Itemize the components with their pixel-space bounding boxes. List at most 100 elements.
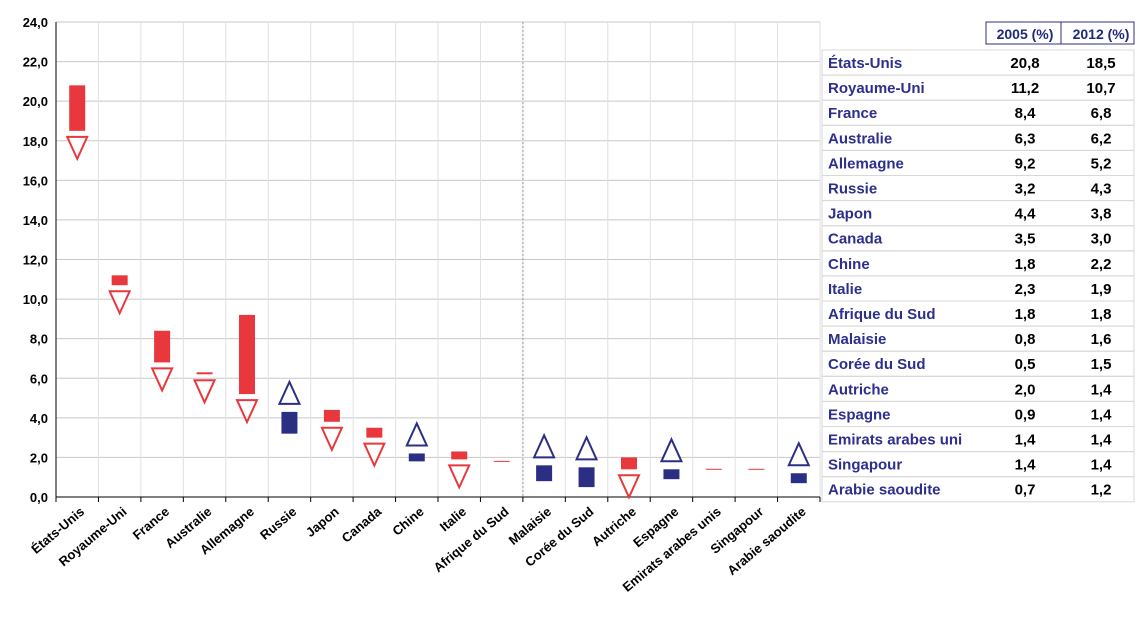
table-value-2012: 6,2 bbox=[1091, 130, 1112, 147]
range-bar bbox=[493, 460, 510, 462]
table-value-2005: 1,4 bbox=[1015, 432, 1037, 449]
table-country-label: Autriche bbox=[828, 381, 889, 398]
table-value-2005: 0,9 bbox=[1015, 406, 1036, 423]
up-triangle-marker bbox=[405, 421, 429, 447]
range-bar bbox=[366, 427, 383, 438]
table-country-label: Allemagne bbox=[828, 155, 904, 172]
table-value-2005: 3,5 bbox=[1015, 231, 1036, 248]
table-value-2012: 18,5 bbox=[1086, 55, 1115, 72]
range-bar bbox=[748, 468, 765, 470]
table-value-2005: 9,2 bbox=[1015, 155, 1036, 172]
table-country-label: Russie bbox=[828, 181, 877, 198]
table-value-2012: 1,5 bbox=[1091, 356, 1112, 373]
table-country-label: France bbox=[828, 105, 877, 122]
table-value-2012: 1,6 bbox=[1091, 331, 1112, 348]
y-tick-label: 10,0 bbox=[23, 292, 48, 307]
table-value-2005: 1,8 bbox=[1015, 306, 1036, 323]
x-tick-label: Russie bbox=[257, 504, 299, 543]
y-tick-label: 6,0 bbox=[30, 371, 48, 386]
table-value-2012: 1,9 bbox=[1091, 281, 1112, 298]
table-value-2012: 1,4 bbox=[1091, 457, 1113, 474]
table-value-2012: 1,4 bbox=[1091, 432, 1113, 449]
down-triangle-marker bbox=[362, 442, 386, 469]
y-tick-label: 24,0 bbox=[23, 15, 48, 30]
table-value-2005: 3,2 bbox=[1015, 181, 1036, 198]
range-bar bbox=[323, 409, 340, 422]
up-triangle-marker bbox=[787, 440, 811, 467]
y-tick-label: 8,0 bbox=[30, 332, 48, 347]
table-country-label: États-Unis bbox=[828, 55, 902, 72]
table-value-2012: 1,2 bbox=[1091, 482, 1112, 499]
table-country-label: Afrique du Sud bbox=[828, 306, 936, 323]
table-value-2005: 0,5 bbox=[1015, 356, 1036, 373]
table-value-2012: 1,4 bbox=[1091, 406, 1113, 423]
table-country-label: Malaisie bbox=[828, 331, 886, 348]
table-value-2005: 2,3 bbox=[1015, 281, 1036, 298]
down-triangle-marker bbox=[447, 464, 471, 490]
range-bar bbox=[536, 465, 553, 482]
table-value-2012: 2,2 bbox=[1091, 256, 1112, 273]
down-triangle-marker bbox=[235, 399, 259, 425]
x-tick-label: Chine bbox=[389, 504, 426, 539]
table-value-2005: 1,4 bbox=[1015, 457, 1037, 474]
table-header-2012: 2012 (%) bbox=[1073, 26, 1130, 42]
y-tick-label: 12,0 bbox=[23, 253, 48, 268]
table-header-box bbox=[985, 21, 1135, 45]
table-country-label: Italie bbox=[828, 281, 862, 298]
range-bar bbox=[451, 451, 468, 460]
y-tick-label: 14,0 bbox=[23, 213, 48, 228]
table-value-2012: 10,7 bbox=[1086, 80, 1115, 97]
range-bar bbox=[281, 411, 298, 434]
table-country-label: Japon bbox=[828, 206, 872, 223]
table-value-2005: 0,7 bbox=[1015, 482, 1036, 499]
range-bar bbox=[196, 372, 213, 375]
range-bar bbox=[663, 469, 680, 480]
table-country-label: Canada bbox=[828, 231, 883, 248]
table-country-label: Australie bbox=[828, 130, 892, 147]
table-country-label: Chine bbox=[828, 256, 870, 273]
table-country-label: Arabie saoudite bbox=[828, 482, 941, 499]
range-bar bbox=[408, 453, 425, 462]
table-country-label: Royaume-Uni bbox=[828, 80, 925, 97]
x-tick-label: Autriche bbox=[589, 504, 639, 549]
y-tick-label: 2,0 bbox=[30, 450, 48, 465]
table-value-2005: 1,8 bbox=[1015, 256, 1036, 273]
table-row bbox=[821, 275, 1135, 302]
x-tick-label: Japon bbox=[303, 504, 342, 540]
table-header-2005: 2005 (%) bbox=[997, 26, 1054, 42]
y-tick-label: 18,0 bbox=[23, 134, 48, 149]
range-bar bbox=[621, 457, 637, 470]
y-tick-label: 22,0 bbox=[23, 55, 48, 70]
up-triangle-marker bbox=[575, 434, 599, 461]
table-value-2005: 0,8 bbox=[1015, 331, 1036, 348]
down-triangle-marker bbox=[193, 379, 217, 405]
table-country-label: Emirats arabes uni bbox=[828, 432, 962, 449]
table-value-2012: 3,8 bbox=[1091, 206, 1112, 223]
table-value-2012: 6,8 bbox=[1091, 105, 1112, 122]
table-value-2005: 11,2 bbox=[1011, 80, 1039, 97]
table-value-2005: 20,8 bbox=[1010, 55, 1039, 72]
range-bar bbox=[790, 473, 807, 484]
y-tick-label: 16,0 bbox=[23, 173, 48, 188]
down-triangle-marker bbox=[617, 474, 641, 500]
up-triangle-marker bbox=[659, 436, 683, 463]
down-triangle-marker bbox=[150, 367, 174, 393]
table-value-2005: 2,0 bbox=[1015, 381, 1036, 398]
range-bar bbox=[111, 275, 128, 286]
x-tick-label: Arabie saoudite bbox=[724, 504, 808, 578]
y-tick-label: 0,0 bbox=[30, 490, 48, 505]
down-triangle-marker bbox=[320, 426, 344, 453]
table-value-2012: 1,8 bbox=[1091, 306, 1112, 323]
table-country-label: Espagne bbox=[828, 406, 891, 423]
table-value-2005: 6,3 bbox=[1015, 130, 1036, 147]
table-country-label: Singapour bbox=[828, 457, 902, 474]
y-tick-label: 4,0 bbox=[30, 411, 48, 426]
table-value-2005: 8,4 bbox=[1015, 105, 1037, 122]
table-row bbox=[821, 476, 1135, 503]
range-bar bbox=[578, 467, 595, 488]
range-bar bbox=[69, 85, 86, 131]
range-bar bbox=[705, 468, 722, 470]
table-value-2012: 5,2 bbox=[1091, 155, 1112, 172]
table-value-2012: 3,0 bbox=[1091, 231, 1112, 248]
